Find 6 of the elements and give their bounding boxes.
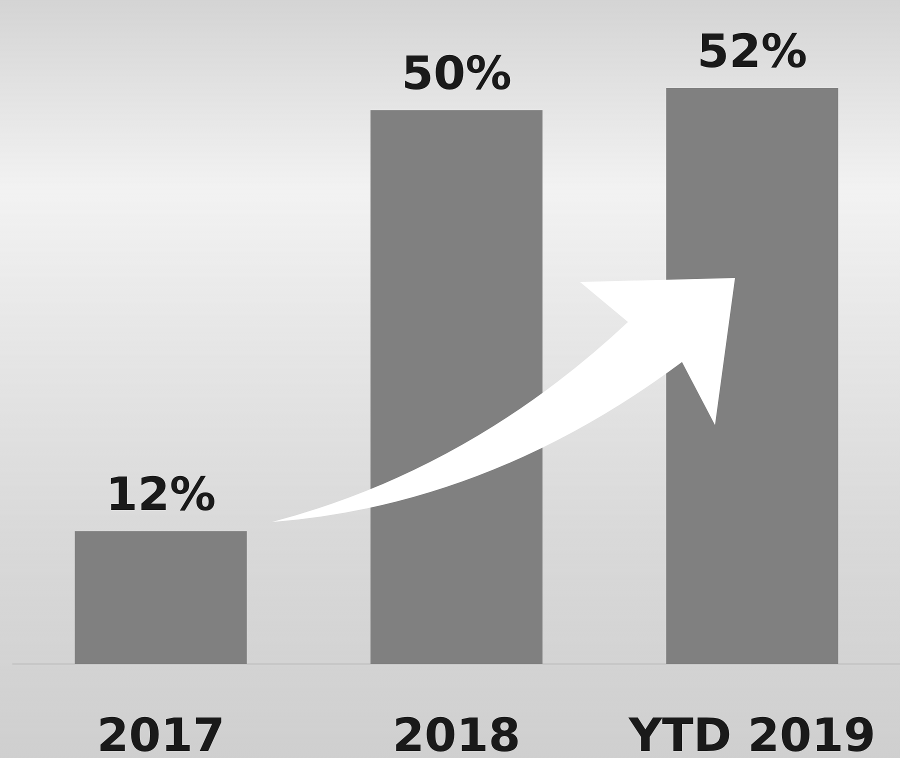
data-label: 50% — [401, 46, 512, 100]
data-label: 52% — [697, 24, 808, 78]
data-label: 12% — [106, 467, 216, 522]
x-tick-label: 2018 — [392, 708, 521, 758]
x-tick-label: YTD 2019 — [628, 708, 876, 758]
x-tick-label: 2017 — [96, 708, 225, 758]
